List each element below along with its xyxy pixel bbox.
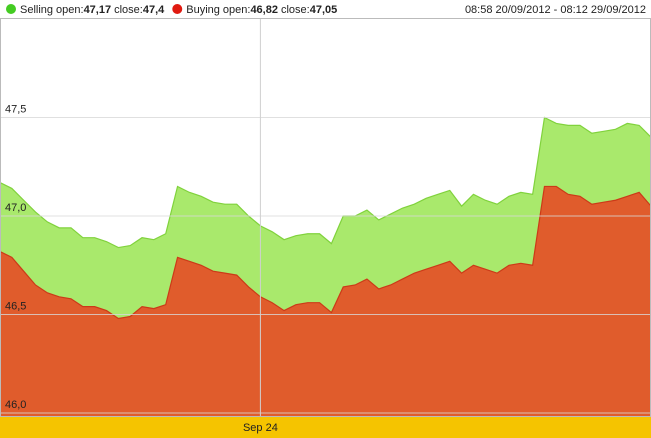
area-edge [0,185,651,320]
area-edge [0,116,651,249]
legend: Selling open:47,17 close:47,4 Buying open:46… [6,4,337,16]
legend-text: close: [114,4,143,16]
date-range: 08:58 20/09/2012 - 08:12 29/09/2012 [465,4,646,16]
x-tick-label: Sep 24 [243,422,278,434]
legend-entry: Selling open:47,17 close:47,4 [20,4,165,16]
legend-text: open: [56,4,84,16]
y-tick-label: 46,0 [5,399,26,411]
y-tick-label: 46,5 [5,300,26,312]
y-tick-label: 47,5 [5,103,26,115]
legend-entry: Buying open:46,82 close:47,05 [186,4,337,16]
y-tick-label: 47,0 [5,202,26,214]
area [0,186,651,416]
legend-text: 47,05 [310,4,338,16]
plot-area: 46,0 46,5 47,0 47,5 Sep 24 [0,18,651,438]
legend-text: Selling [20,4,53,16]
legend-text: 46,82 [250,4,278,16]
legend-marker [6,4,16,14]
legend-marker [172,4,183,14]
legend-text: Buying [186,4,220,16]
legend-text: 47,17 [84,4,112,16]
x-axis-band [0,416,651,438]
legend-text: close: [281,4,310,16]
legend-text: open: [223,4,251,16]
legend-text: 47,4 [143,4,165,16]
